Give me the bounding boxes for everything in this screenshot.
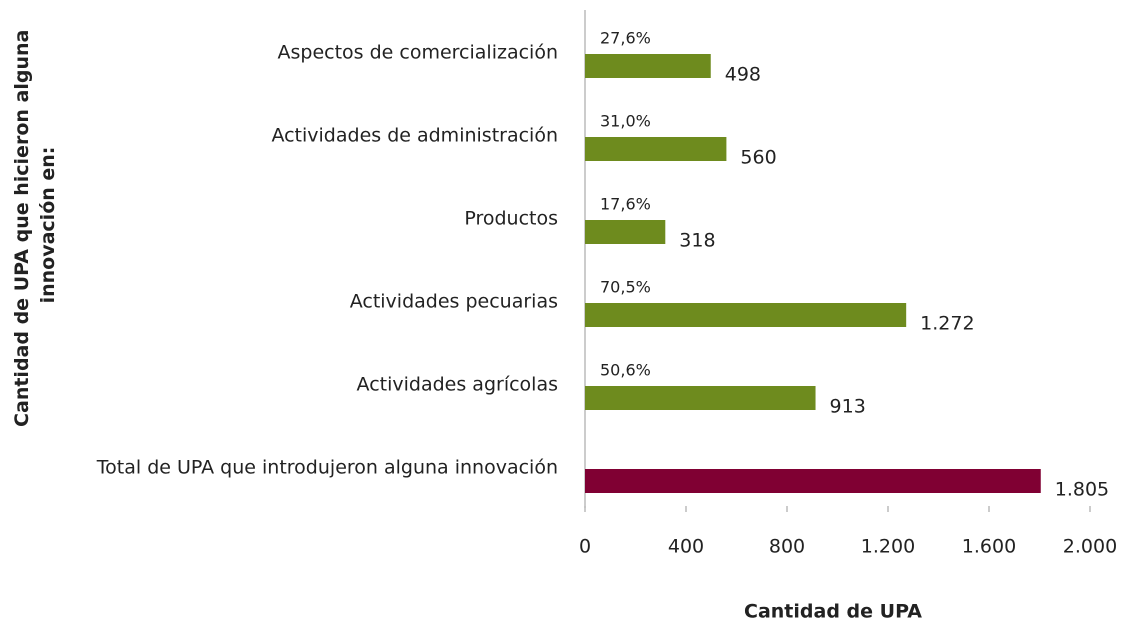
y-tick-label: Actividades de administración bbox=[271, 125, 558, 147]
value-label: 1.805 bbox=[1055, 479, 1109, 501]
x-tick-label: 1.600 bbox=[962, 536, 1016, 558]
x-tick-label: 800 bbox=[769, 536, 805, 558]
x-tick-label: 0 bbox=[579, 536, 591, 558]
bar bbox=[585, 54, 711, 78]
value-label: 498 bbox=[725, 64, 761, 86]
value-label: 1.272 bbox=[920, 313, 974, 335]
y-tick-label: Actividades agrícolas bbox=[357, 374, 558, 396]
y-tick-label: Productos bbox=[464, 208, 558, 230]
y-axis-title-line: innovación en: bbox=[37, 147, 59, 304]
bar bbox=[585, 303, 907, 327]
bar bbox=[585, 469, 1041, 493]
y-tick-label: Actividades pecuarias bbox=[350, 291, 558, 313]
y-tick-label: Total de UPA que introdujeron alguna inn… bbox=[96, 457, 558, 479]
x-tick-label: 400 bbox=[668, 536, 704, 558]
share-label: 31,0% bbox=[600, 112, 651, 131]
value-label: 913 bbox=[830, 396, 866, 418]
x-axis-title: Cantidad de UPA bbox=[744, 601, 922, 623]
y-axis-title: Cantidad de UPA que hicieron alguna inno… bbox=[11, 23, 59, 427]
bar bbox=[585, 220, 666, 244]
share-label: 17,6% bbox=[600, 195, 651, 214]
x-tick-label: 1.200 bbox=[861, 536, 915, 558]
x-tick-label: 2.000 bbox=[1063, 536, 1117, 558]
bar bbox=[585, 137, 727, 161]
share-label: 50,6% bbox=[600, 361, 651, 380]
share-label: 70,5% bbox=[600, 278, 651, 297]
share-label: 27,6% bbox=[600, 29, 651, 48]
bar bbox=[585, 386, 816, 410]
value-label: 318 bbox=[679, 230, 715, 252]
y-tick-label: Aspectos de comercialización bbox=[278, 42, 559, 64]
y-axis-title-line: Cantidad de UPA que hicieron alguna bbox=[11, 30, 33, 427]
value-label: 560 bbox=[740, 147, 776, 169]
